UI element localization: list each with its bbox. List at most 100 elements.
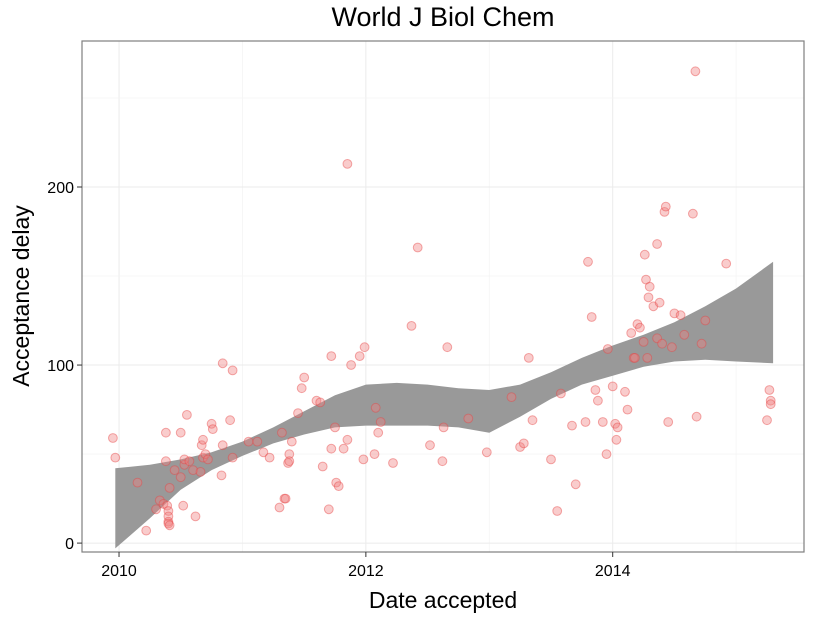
grid-lines — [82, 41, 804, 552]
data-point — [190, 511, 201, 522]
data-point — [601, 449, 612, 460]
data-point — [154, 495, 165, 506]
data-point — [610, 418, 621, 429]
data-point — [178, 500, 189, 511]
data-point — [765, 395, 776, 406]
data-point — [326, 351, 337, 362]
data-point — [438, 422, 449, 433]
data-point — [406, 321, 417, 331]
data-point — [163, 506, 174, 516]
data-point — [583, 256, 593, 267]
data-point — [765, 399, 776, 410]
data-point — [225, 415, 236, 426]
data-point — [370, 402, 381, 413]
data-point — [358, 454, 369, 465]
data-point — [654, 297, 665, 308]
y-tick-label: 200 — [47, 180, 74, 197]
data-point — [660, 201, 671, 212]
data-point — [163, 518, 174, 529]
y-axis-ticks: 0 100 200 — [47, 180, 82, 553]
data-point — [607, 381, 618, 392]
data-point — [175, 472, 186, 483]
data-point — [442, 342, 453, 353]
data-point — [630, 353, 640, 363]
data-point — [274, 502, 285, 513]
data-point — [412, 242, 423, 253]
data-point — [163, 516, 174, 527]
data-point — [277, 427, 287, 438]
data-point — [195, 467, 206, 477]
data-point — [317, 461, 328, 472]
data-point — [227, 365, 238, 376]
data-point — [110, 452, 121, 463]
data-point — [243, 436, 254, 447]
data-point — [369, 449, 380, 460]
data-point — [326, 443, 337, 454]
data-point — [323, 504, 334, 515]
data-point — [280, 493, 291, 504]
data-point — [163, 511, 174, 522]
data-point — [175, 427, 186, 438]
x-tick-label: 2012 — [348, 563, 384, 580]
data-point — [373, 427, 384, 438]
data-point — [284, 449, 295, 460]
data-point — [342, 434, 353, 445]
data-point — [158, 499, 169, 509]
data-point — [342, 159, 353, 169]
data-point — [638, 337, 649, 347]
data-point — [184, 456, 195, 467]
data-point — [425, 440, 435, 451]
data-point — [217, 440, 228, 451]
data-point — [527, 415, 538, 426]
data-point — [644, 281, 655, 292]
y-tick-label: 0 — [65, 536, 74, 553]
data-point — [679, 329, 690, 340]
data-point — [164, 520, 175, 531]
data-point — [311, 395, 322, 406]
y-tick-label: 100 — [47, 358, 74, 375]
data-point — [632, 319, 643, 330]
data-point — [293, 408, 303, 419]
data-point — [315, 397, 326, 408]
data-point — [663, 417, 674, 427]
data-point — [764, 385, 775, 395]
data-point — [333, 481, 344, 492]
data-point — [161, 456, 171, 467]
data-point — [518, 438, 529, 449]
data-point — [691, 411, 702, 422]
data-point — [296, 383, 307, 394]
data-point — [188, 465, 199, 476]
data-point — [635, 322, 645, 333]
data-point — [203, 454, 213, 465]
data-point — [161, 427, 171, 438]
data-point — [463, 413, 474, 424]
data-point — [179, 459, 190, 470]
data-point — [108, 433, 118, 443]
data-point — [611, 434, 622, 445]
data-point — [675, 310, 686, 321]
scatter-points — [108, 66, 776, 536]
data-point — [216, 470, 227, 481]
data-point — [688, 208, 698, 219]
data-point — [206, 418, 217, 429]
data-point — [696, 338, 707, 349]
plot-border — [81, 40, 805, 553]
data-point — [284, 456, 295, 467]
data-point — [346, 360, 357, 370]
data-point — [354, 351, 365, 362]
data-point — [567, 420, 577, 431]
data-point — [593, 395, 603, 406]
y-axis-label: Acceptance delay — [8, 205, 34, 387]
data-point — [597, 417, 608, 427]
data-point — [132, 477, 143, 488]
data-point — [602, 344, 613, 354]
data-point — [642, 353, 653, 363]
data-point — [580, 417, 591, 427]
data-point — [141, 525, 152, 536]
data-point — [590, 385, 601, 395]
data-point — [217, 358, 228, 369]
data-point — [652, 239, 662, 249]
data-point — [721, 258, 732, 269]
data-point — [258, 447, 269, 458]
